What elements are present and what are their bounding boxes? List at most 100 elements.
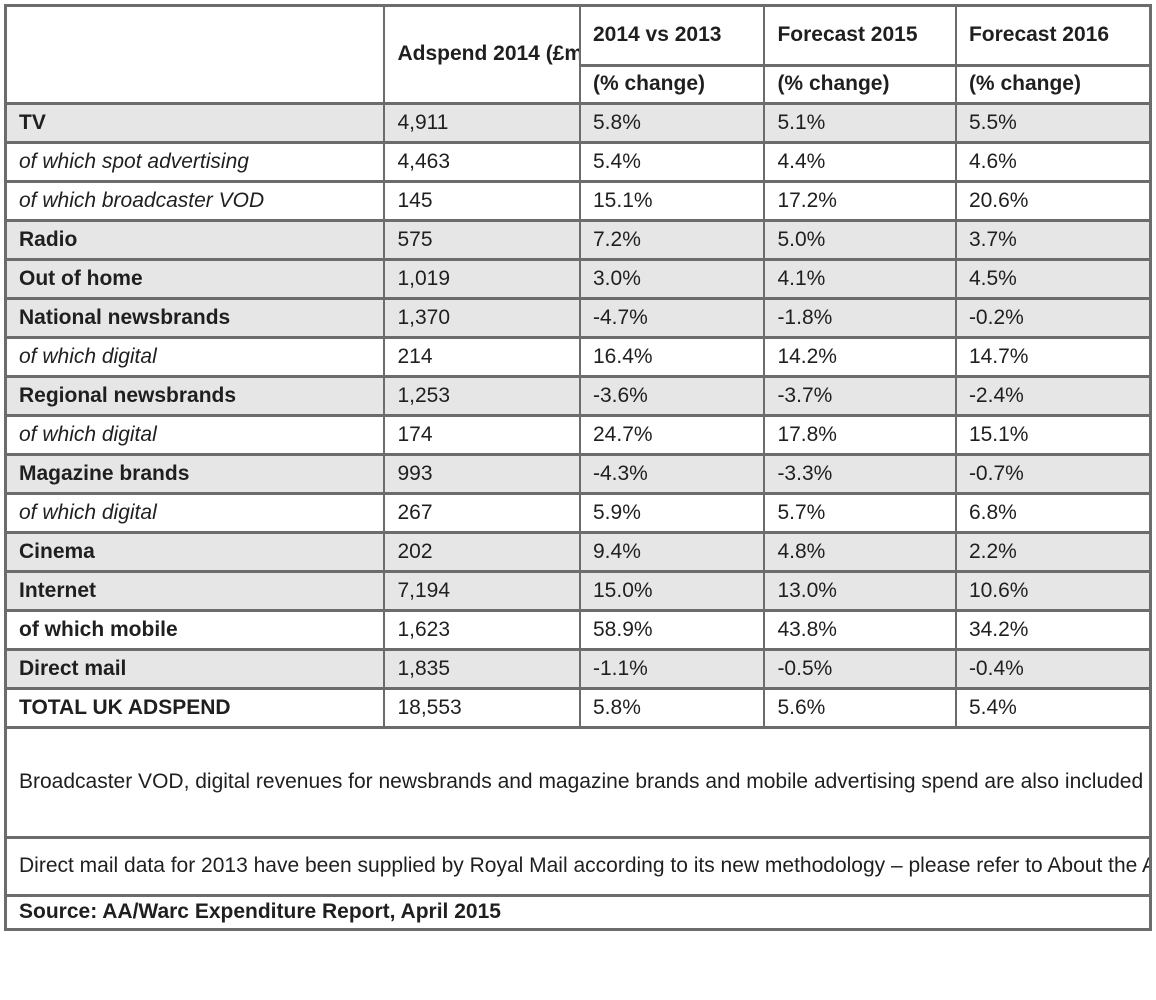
vs2013-value: -4.3% [578, 453, 766, 495]
forecast2015-value: 17.8% [763, 414, 957, 456]
row-label: Cinema [4, 531, 386, 573]
table-row-internet-mobile: of which mobile 1,623 58.9% 43.8% 34.2% [4, 609, 1152, 651]
table-row-broadcaster-vod: of which broadcaster VOD 145 15.1% 17.2%… [4, 180, 1152, 222]
row-label: Magazine brands [4, 453, 386, 495]
table-row-internet: Internet 7,194 15.0% 13.0% 10.6% [4, 570, 1152, 612]
header-empty-cell [4, 4, 386, 105]
row-label: of which spot advertising [4, 141, 386, 183]
adspend-value: 202 [383, 531, 581, 573]
vs2013-value: 24.7% [578, 414, 766, 456]
row-label: of which digital [4, 414, 386, 456]
header-pct-change-vs2013: (% change) [578, 64, 766, 105]
forecast2015-value: 5.1% [763, 102, 957, 144]
forecast2015-value: 43.8% [763, 609, 957, 651]
adspend-value: 1,623 [383, 609, 581, 651]
adspend-value: 1,370 [383, 297, 581, 339]
vs2013-value: -1.1% [578, 648, 766, 690]
header-forecast-2015: Forecast 2015 [763, 4, 957, 67]
adspend-value: 267 [383, 492, 581, 534]
row-label: Radio [4, 219, 386, 261]
adspend-value: 1,253 [383, 375, 581, 417]
source-text: Source: AA/Warc Expenditure Report, Apri… [4, 894, 1152, 931]
forecast2016-value: 3.7% [954, 219, 1152, 261]
table-header: Adspend 2014 (£m) 2014 vs 2013 Forecast … [4, 4, 1152, 105]
header-row-top: Adspend 2014 (£m) 2014 vs 2013 Forecast … [4, 4, 1152, 105]
adspend-value: 993 [383, 453, 581, 495]
adspend-value: 1,019 [383, 258, 581, 300]
vs2013-value: 58.9% [578, 609, 766, 651]
table-body: TV 4,911 5.8% 5.1% 5.5% of which spot ad… [4, 102, 1152, 931]
vs2013-value: 9.4% [578, 531, 766, 573]
forecast2016-value: -2.4% [954, 375, 1152, 417]
vs2013-value: 7.2% [578, 219, 766, 261]
table-row-cinema: Cinema 202 9.4% 4.8% 2.2% [4, 531, 1152, 573]
row-label: of which broadcaster VOD [4, 180, 386, 222]
table-row-national-digital: of which digital 214 16.4% 14.2% 14.7% [4, 336, 1152, 378]
adspend-value: 4,911 [383, 102, 581, 144]
adspend-value: 18,553 [383, 687, 581, 729]
forecast2016-value: -0.4% [954, 648, 1152, 690]
table-row-regional-newsbrands: Regional newsbrands 1,253 -3.6% -3.7% -2… [4, 375, 1152, 417]
row-label: Out of home [4, 258, 386, 300]
forecast2015-value: 5.7% [763, 492, 957, 534]
forecast2016-value: -0.7% [954, 453, 1152, 495]
vs2013-value: 5.4% [578, 141, 766, 183]
forecast2016-value: 5.5% [954, 102, 1152, 144]
vs2013-value: -3.6% [578, 375, 766, 417]
row-label: of which digital [4, 336, 386, 378]
header-2014-vs-2013: 2014 vs 2013 [578, 4, 766, 67]
forecast2015-value: 4.4% [763, 141, 957, 183]
row-label: Internet [4, 570, 386, 612]
forecast2016-value: 5.4% [954, 687, 1152, 729]
forecast2016-value: -0.2% [954, 297, 1152, 339]
forecast2016-value: 4.5% [954, 258, 1152, 300]
row-label: Direct mail [4, 648, 386, 690]
vs2013-value: 15.0% [578, 570, 766, 612]
forecast2016-value: 6.8% [954, 492, 1152, 534]
footnote-row-2: Direct mail data for 2013 have been supp… [4, 836, 1152, 897]
forecast2016-value: 14.7% [954, 336, 1152, 378]
forecast2016-value: 15.1% [954, 414, 1152, 456]
table-row-regional-digital: of which digital 174 24.7% 17.8% 15.1% [4, 414, 1152, 456]
header-pct-change-2016: (% change) [954, 64, 1152, 105]
row-label: National newsbrands [4, 297, 386, 339]
table-row-radio: Radio 575 7.2% 5.0% 3.7% [4, 219, 1152, 261]
row-label: Regional newsbrands [4, 375, 386, 417]
table-row-magazine-digital: of which digital 267 5.9% 5.7% 6.8% [4, 492, 1152, 534]
header-adspend-2014: Adspend 2014 (£m) [383, 4, 581, 105]
forecast2015-value: 5.6% [763, 687, 957, 729]
footnote-text-1: Broadcaster VOD, digital revenues for ne… [4, 726, 1152, 839]
forecast2015-value: 5.0% [763, 219, 957, 261]
forecast2016-value: 10.6% [954, 570, 1152, 612]
forecast2015-value: 17.2% [763, 180, 957, 222]
vs2013-value: 3.0% [578, 258, 766, 300]
row-label: of which digital [4, 492, 386, 534]
forecast2015-value: 14.2% [763, 336, 957, 378]
forecast2016-value: 34.2% [954, 609, 1152, 651]
footnote-row-1: Broadcaster VOD, digital revenues for ne… [4, 726, 1152, 839]
header-row-sub: (% change) (% change) (% change) [6, 64, 1152, 105]
forecast2015-value: 4.8% [763, 531, 957, 573]
header-forecast-2016: Forecast 2016 [954, 4, 1152, 67]
adspend-value: 4,463 [383, 141, 581, 183]
source-row: Source: AA/Warc Expenditure Report, Apri… [4, 894, 1152, 931]
forecast2015-value: -3.3% [763, 453, 957, 495]
table-row-national-newsbrands: National newsbrands 1,370 -4.7% -1.8% -0… [4, 297, 1152, 339]
adspend-value: 214 [383, 336, 581, 378]
forecast2016-value: 2.2% [954, 531, 1152, 573]
vs2013-value: 5.8% [578, 687, 766, 729]
adspend-value: 1,835 [383, 648, 581, 690]
table-row-magazine-brands: Magazine brands 993 -4.3% -3.3% -0.7% [4, 453, 1152, 495]
vs2013-value: -4.7% [578, 297, 766, 339]
table-row-out-of-home: Out of home 1,019 3.0% 4.1% 4.5% [4, 258, 1152, 300]
forecast2015-value: 4.1% [763, 258, 957, 300]
forecast2015-value: -1.8% [763, 297, 957, 339]
table-row-tv: TV 4,911 5.8% 5.1% 5.5% [4, 102, 1152, 144]
uk-adspend-table: Adspend 2014 (£m) 2014 vs 2013 Forecast … [4, 4, 1152, 931]
adspend-value: 145 [383, 180, 581, 222]
row-label: TV [4, 102, 386, 144]
forecast2015-value: -3.7% [763, 375, 957, 417]
footnote-text-2: Direct mail data for 2013 have been supp… [4, 836, 1152, 897]
row-label: of which mobile [4, 609, 386, 651]
